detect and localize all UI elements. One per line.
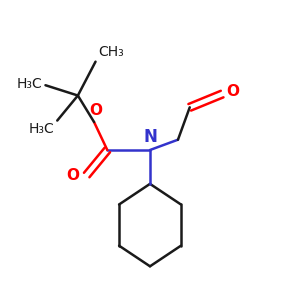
Text: O: O xyxy=(66,167,79,182)
Text: H₃C: H₃C xyxy=(28,122,54,136)
Text: H₃C: H₃C xyxy=(17,77,43,91)
Text: CH₃: CH₃ xyxy=(98,45,124,59)
Text: N: N xyxy=(143,128,157,146)
Text: O: O xyxy=(89,103,102,118)
Text: O: O xyxy=(226,84,240,99)
